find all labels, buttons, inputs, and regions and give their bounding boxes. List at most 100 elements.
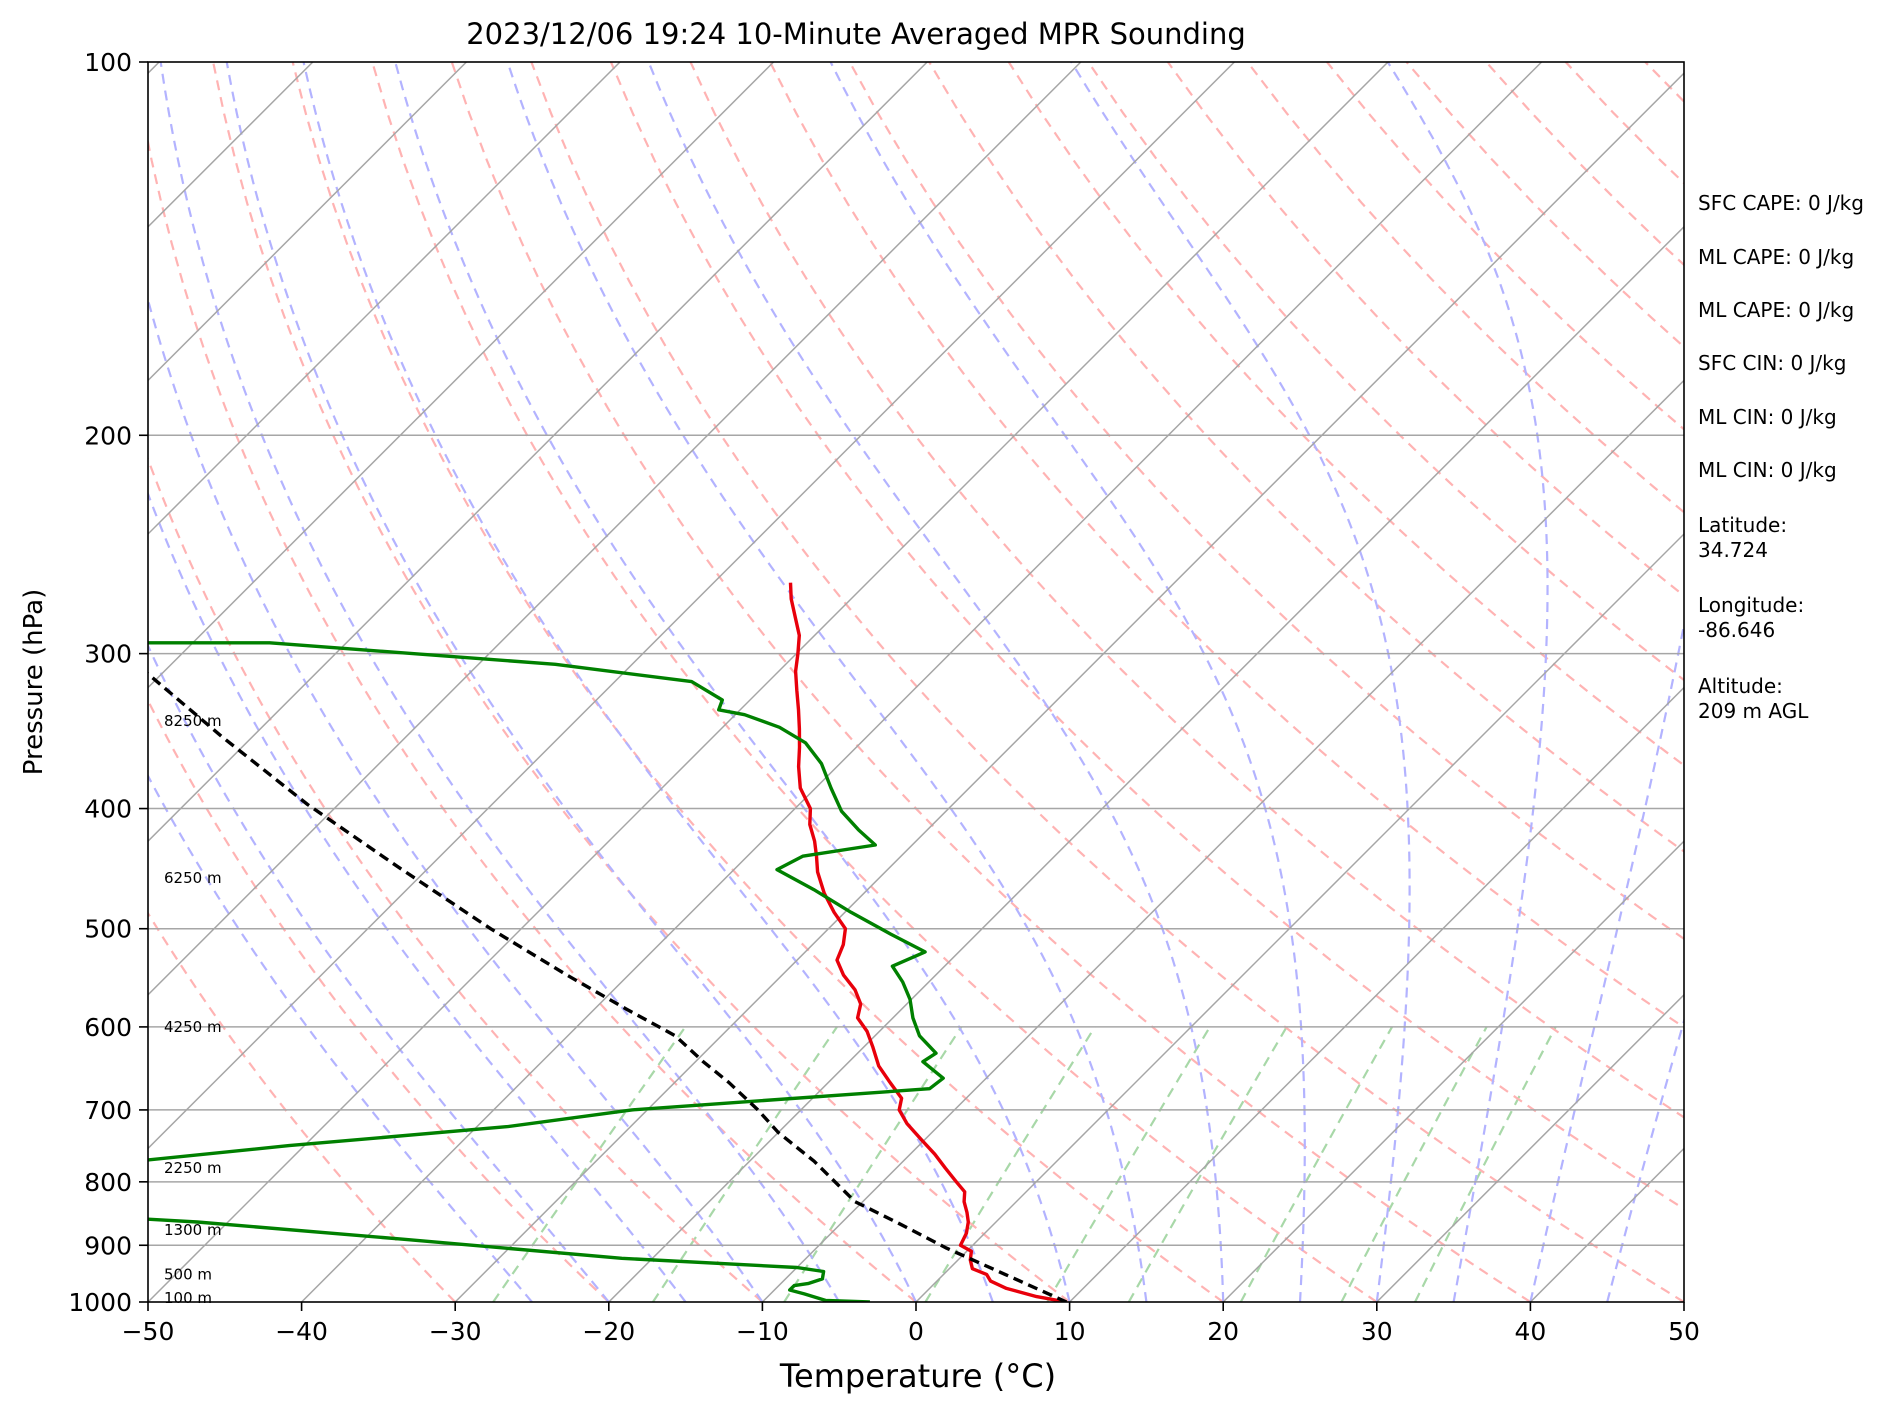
height-label: 8250 m — [164, 712, 222, 730]
isotherm — [1376, 993, 1684, 1302]
height-label: 2250 m — [164, 1159, 222, 1177]
height-labels: 8250 m 6250 m 4250 m 2250 m 1300 m 500 m 100 m — [164, 712, 222, 1307]
moist-adiabat — [1606, 1017, 1684, 1302]
y-tick-label: 300 — [84, 640, 132, 669]
isotherm — [148, 62, 467, 382]
x-tick-label: 10 — [1054, 1317, 1086, 1346]
moist-adiabat — [159, 62, 841, 1302]
annotation-text: 209 m AGL — [1698, 699, 1809, 723]
moist-adiabat — [647, 62, 1225, 1302]
dry-adiabat — [148, 136, 917, 1302]
x-tick-label: 50 — [1668, 1317, 1700, 1346]
dry-adiabat — [689, 62, 1684, 1119]
annotation-text: SFC CIN: 0 J/kg — [1698, 351, 1846, 375]
height-label: 500 m — [164, 1265, 212, 1283]
moist-adiabat — [506, 62, 1148, 1302]
x-tick-label: 20 — [1207, 1317, 1239, 1346]
height-label: 4250 m — [164, 1018, 222, 1036]
sounding-parameters: SFC CAPE: 0 J/kg ML CAPE: 0 J/kg ML CAPE: … — [1698, 191, 1864, 723]
isotherm — [0, 62, 6, 1302]
x-tick-label: 0 — [908, 1317, 924, 1346]
x-tick-label: −30 — [429, 1317, 482, 1346]
y-tick-label: 600 — [84, 1013, 132, 1042]
mixing-ratio-line — [924, 1026, 1096, 1302]
isotherm — [148, 62, 1082, 996]
x-axis: −50 −40 −30 −20 −10 0 10 20 30 40 50 — [122, 1302, 1700, 1346]
parcel-line — [148, 671, 1068, 1302]
dry-adiabat — [148, 911, 456, 1302]
isotherm — [148, 62, 928, 843]
y-axis: 100 200 300 400 500 600 700 800 900 1000 — [68, 48, 148, 1317]
height-label: 100 m — [164, 1289, 212, 1307]
moist-adiabat — [148, 490, 687, 1302]
moist-adiabat — [1070, 62, 1411, 1302]
dry-adiabat — [1166, 62, 1684, 598]
background-lines — [0, 62, 1893, 1302]
isotherm — [454, 72, 1684, 1302]
isotherm — [148, 62, 621, 536]
annotation-text: ML CAPE: 0 J/kg — [1698, 298, 1854, 322]
isotherm — [148, 62, 1389, 1302]
dry-adiabat — [148, 456, 764, 1302]
y-tick-label: 200 — [84, 421, 132, 450]
moist-adiabat — [1386, 62, 1549, 1302]
annotation-text: Altitude: — [1698, 674, 1783, 698]
annotation-text: ML CIN: 0 J/kg — [1698, 405, 1837, 429]
y-tick-label: 700 — [84, 1096, 132, 1125]
annotation-text: 34.724 — [1698, 538, 1768, 562]
moist-adiabat — [148, 643, 610, 1302]
y-tick-label: 1000 — [68, 1288, 132, 1317]
plot-frame — [147, 61, 1685, 1303]
x-tick-label: 30 — [1361, 1317, 1393, 1346]
y-tick-label: 800 — [84, 1168, 132, 1197]
isotherm — [148, 62, 775, 689]
annotation-text: Latitude: — [1698, 513, 1787, 537]
y-tick-label: 400 — [84, 795, 132, 824]
moist-adiabat — [829, 62, 1306, 1302]
dry-adiabat — [450, 62, 1531, 1302]
height-label: 6250 m — [164, 869, 222, 887]
mixing-ratio-line — [1340, 1026, 1488, 1302]
annotation-text: -86.646 — [1698, 618, 1775, 642]
moist-adiabat — [148, 295, 764, 1302]
dry-adiabat — [609, 62, 1684, 1211]
dry-adiabat — [848, 62, 1684, 941]
y-tick-label: 500 — [84, 915, 132, 944]
height-label: 1300 m — [164, 1221, 222, 1239]
dewpoint-line — [148, 641, 945, 1302]
annotation-text: SFC CAPE: 0 J/kg — [1698, 191, 1864, 215]
moist-adiabat — [1529, 619, 1684, 1302]
annotation-text: ML CAPE: 0 J/kg — [1698, 245, 1854, 269]
annotation-text: Longitude: — [1698, 593, 1804, 617]
dry-adiabat — [1884, 62, 1893, 1302]
annotation-text: ML CIN: 0 J/kg — [1698, 458, 1837, 482]
x-tick-label: −50 — [122, 1317, 175, 1346]
y-tick-label: 900 — [84, 1231, 132, 1260]
y-tick-label: 100 — [84, 48, 132, 77]
isotherm — [1222, 840, 1684, 1302]
mixing-ratio-line — [1046, 1026, 1211, 1302]
moist-adiabat — [148, 773, 533, 1302]
isotherm — [761, 379, 1684, 1302]
temperature-line — [788, 582, 1067, 1302]
mixing-ratio-line — [1414, 1026, 1557, 1302]
dry-adiabat — [1007, 62, 1684, 767]
data-lines — [148, 582, 1068, 1302]
dry-adiabat — [148, 698, 610, 1302]
chart-title: 2023/12/06 19:24 10-Minute Averaged MPR … — [466, 17, 1246, 51]
x-axis-label: Temperature (°C) — [779, 1357, 1056, 1395]
dry-adiabat — [212, 62, 1071, 1302]
isotherm — [1069, 686, 1684, 1302]
x-tick-label: −20 — [582, 1317, 635, 1346]
moist-adiabat — [225, 62, 917, 1302]
dry-adiabat — [530, 62, 1684, 1302]
y-axis-label: Pressure (hPa) — [19, 589, 49, 776]
moist-adiabat — [394, 62, 1071, 1302]
isotherm — [301, 62, 1543, 1302]
x-tick-label: 40 — [1514, 1317, 1546, 1346]
isotherm — [148, 62, 1235, 1150]
x-tick-label: −40 — [275, 1317, 328, 1346]
moist-adiabat — [302, 62, 994, 1302]
x-tick-label: −10 — [736, 1317, 789, 1346]
